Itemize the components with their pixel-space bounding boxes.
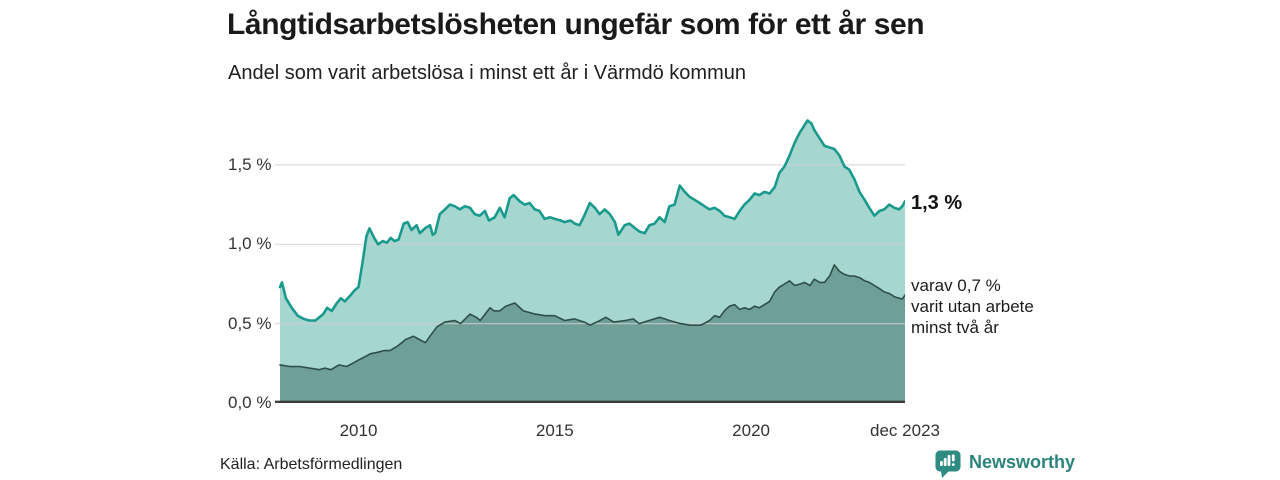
end-label-line-1: varav 0,7 % (911, 276, 1001, 295)
end-label-line-2: varit utan arbete (911, 297, 1034, 316)
newsworthy-bubble-chart-icon (935, 450, 961, 478)
x-tick-label: 2015 (535, 421, 574, 440)
x-tick-label: 2020 (732, 421, 771, 440)
area-chart (275, 119, 907, 403)
end-label-total: 1,3 % (911, 192, 963, 214)
chart-subtitle: Andel som varit arbetslösa i minst ett å… (228, 62, 746, 84)
end-label-line-3: minst två år (911, 318, 999, 337)
newsworthy-wordmark: Newsworthy (969, 452, 1076, 472)
y-tick-label: 1,5 % (228, 154, 272, 174)
source-note: Källa: Arbetsförmedlingen (220, 456, 403, 473)
y-tick-label: 0,0 % (228, 393, 272, 412)
y-tick-label: 1,0 % (228, 234, 272, 254)
x-tick-label: 2010 (339, 421, 378, 440)
chart-title: Långtidsarbetslösheten ungefär som för e… (227, 8, 925, 41)
plot-area (275, 110, 907, 403)
x-tick-label: dec 2023 (870, 421, 940, 440)
newsworthy-logo: Newsworthy (935, 450, 1075, 478)
end-label-two-years: varav 0,7 % varit utan arbete minst två … (911, 275, 1034, 338)
y-tick-label: 0,5 % (228, 313, 272, 333)
